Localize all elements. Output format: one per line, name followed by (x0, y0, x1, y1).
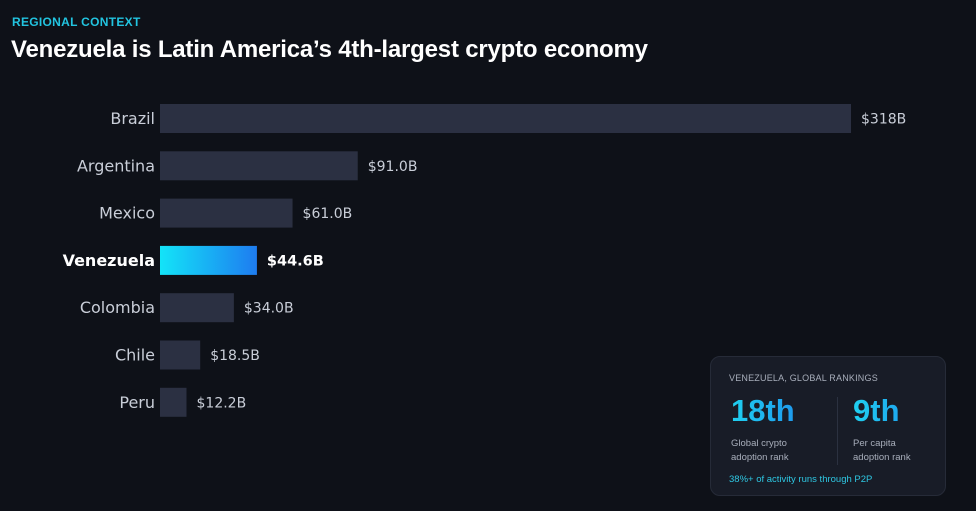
category-label-brazil: Brazil (110, 109, 155, 128)
category-label-colombia: Colombia (80, 298, 155, 317)
per-capita-rank-value: 9th (853, 393, 933, 429)
bar-venezuela (160, 245, 257, 275)
value-label-mexico: $61.0B (303, 206, 353, 222)
bar-colombia (160, 293, 234, 323)
per-capita-rank-stat: 9th Per capita adoption rank (853, 393, 933, 465)
bar-argentina (160, 151, 358, 181)
p2p-footnote: 38%+ of activity runs through P2P (729, 474, 873, 485)
global-rank-label: Global crypto adoption rank (731, 438, 789, 463)
value-label-colombia: $34.0B (244, 301, 294, 317)
section-eyebrow: REGIONAL CONTEXT (12, 15, 141, 29)
category-label-mexico: Mexico (99, 204, 155, 223)
rankings-card: VENEZUELA, GLOBAL RANKINGS 18th Global c… (710, 356, 946, 496)
global-rank-value: 18th (731, 393, 811, 429)
bar-mexico (160, 198, 293, 228)
value-label-venezuela: $44.6B (267, 253, 324, 269)
value-label-brazil: $318B (861, 112, 906, 128)
per-capita-rank-label: Per capita adoption rank (853, 438, 911, 463)
value-label-chile: $18.5B (210, 348, 260, 364)
rankings-card-title: VENEZUELA, GLOBAL RANKINGS (729, 373, 878, 383)
value-label-argentina: $91.0B (368, 159, 418, 175)
value-label-peru: $12.2B (197, 395, 247, 411)
category-label-peru: Peru (119, 393, 155, 412)
bars-group: Brazil $318B Argentina $91.0B Mexico $61.0B Ve… (63, 104, 906, 417)
category-label-argentina: Argentina (77, 156, 155, 175)
stat-divider (837, 397, 838, 465)
category-label-venezuela: Venezuela (63, 251, 155, 270)
bar-chile (160, 340, 201, 370)
global-rank-stat: 18th Global crypto adoption rank (731, 393, 811, 465)
bar-peru (160, 387, 187, 417)
chart-title: Venezuela is Latin America’s 4th-largest… (11, 36, 648, 63)
category-label-chile: Chile (115, 346, 155, 365)
bar-brazil (160, 104, 851, 133)
